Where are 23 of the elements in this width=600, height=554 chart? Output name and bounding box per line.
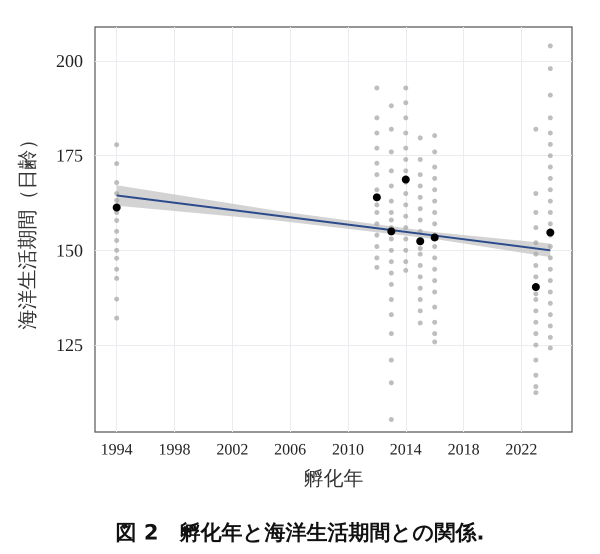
x-tick-label: 1998 (158, 442, 190, 458)
point (112, 204, 121, 212)
point (387, 227, 396, 236)
x-tick-label: 2018 (448, 442, 480, 458)
y-tick-label: 175 (56, 146, 83, 166)
y-tick-label: 200 (56, 51, 83, 72)
point (402, 176, 410, 184)
x-tick-label: 2006 (274, 442, 306, 458)
y-axis-title: 海洋生活期間（日齢） (15, 130, 39, 330)
point (532, 283, 540, 292)
y-tick-label: 150 (56, 240, 83, 260)
x-tick-label: 2010 (332, 442, 364, 458)
y-tick-label: 125 (56, 334, 83, 355)
x-tick-label: 2014 (390, 442, 422, 458)
x-tick-label: 2002 (216, 442, 248, 458)
point (546, 228, 554, 237)
x-tick-label: 2022 (505, 442, 538, 458)
x-tick-label: 1994 (100, 442, 133, 458)
point (430, 233, 439, 242)
point (416, 237, 424, 246)
text: 図 2 孵化年と海洋生活期間との関係. (116, 520, 484, 544)
x-axis-title: 孵化年 (304, 466, 364, 490)
point (372, 193, 381, 202)
